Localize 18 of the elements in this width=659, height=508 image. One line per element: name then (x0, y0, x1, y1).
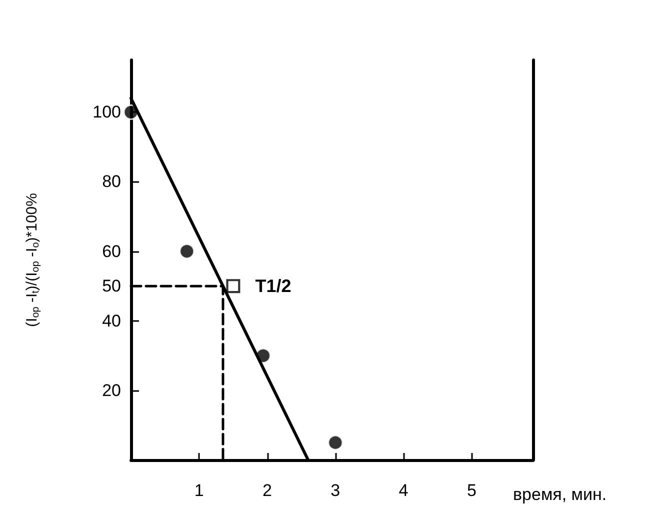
x-tick-label: 3 (330, 481, 340, 500)
point (123, 104, 139, 120)
point (328, 434, 344, 450)
y-tick-label: 20 (102, 380, 121, 400)
y-tick-label: 40 (102, 311, 121, 330)
x-tick-label: 4 (398, 481, 408, 500)
x-tick-label: 2 (262, 481, 272, 500)
text: (Iop -It)/(Iop -Io)*100% (24, 193, 42, 327)
y-tick-label: 100 (92, 102, 121, 122)
point (226, 279, 240, 294)
y-tick-label: 50 (102, 276, 121, 296)
y-tick-label: 60 (102, 242, 121, 261)
x-axis-title: время, мин. (513, 485, 607, 504)
y-tick-label: 80 (102, 172, 121, 192)
x-tick-label: 1 (194, 481, 204, 500)
point (179, 244, 195, 260)
annotation: T1/2 (255, 276, 292, 296)
x-tick-label: 5 (466, 481, 476, 500)
